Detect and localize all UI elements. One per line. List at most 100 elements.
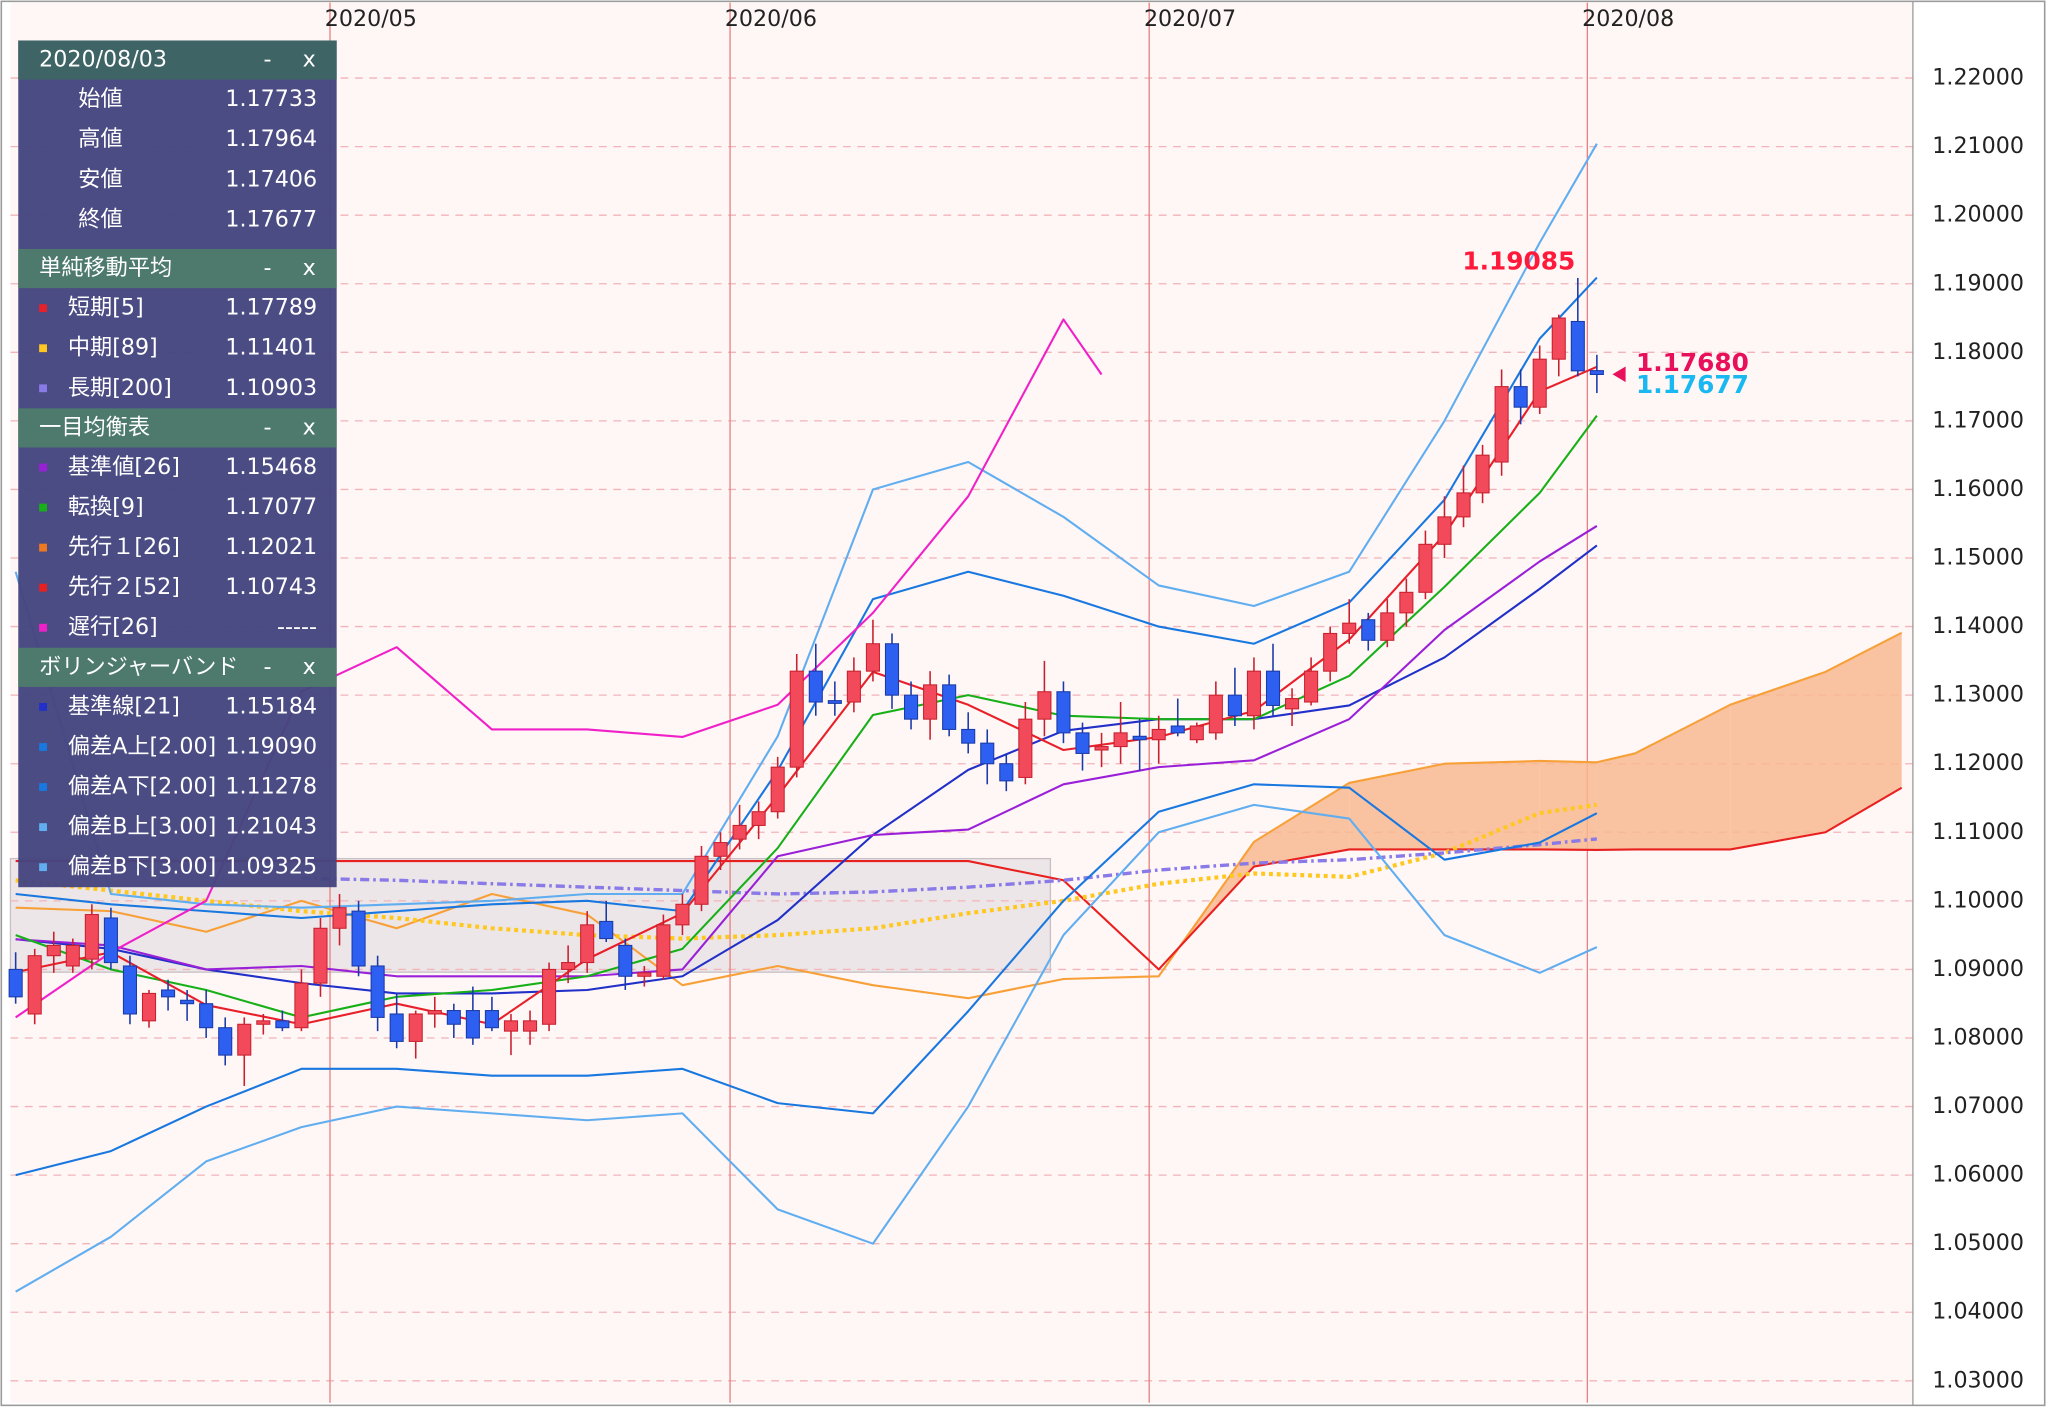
row-label: 偏差B上[3.00] bbox=[68, 814, 216, 840]
candle-body bbox=[789, 670, 804, 768]
candle-body bbox=[1399, 591, 1414, 614]
row-value: 1.17964 bbox=[225, 126, 317, 152]
candle-body bbox=[503, 1020, 519, 1032]
minimize-button[interactable]: - bbox=[263, 255, 271, 281]
candle-body bbox=[199, 1003, 214, 1029]
panel-background bbox=[18, 40, 337, 888]
row-label: 偏差A上[2.00] bbox=[68, 733, 216, 759]
candle-body bbox=[484, 1010, 499, 1029]
candle-body bbox=[618, 944, 633, 977]
candle-body bbox=[865, 643, 880, 672]
candle-body bbox=[1151, 728, 1166, 741]
x-tick-label: 2020/05 bbox=[325, 6, 417, 32]
indicator-line bbox=[14, 143, 1598, 909]
candle-body bbox=[256, 1020, 271, 1025]
indicator-line bbox=[15, 525, 1598, 978]
cloud-fill bbox=[1253, 782, 1350, 867]
row-value: 1.11401 bbox=[225, 335, 317, 361]
y-tick-label: 1.22000 bbox=[1932, 65, 2024, 91]
candle-body bbox=[446, 1010, 461, 1025]
y-tick-label: 1.12000 bbox=[1932, 750, 2024, 776]
candle-body bbox=[332, 907, 347, 929]
legend-swatch bbox=[39, 503, 47, 512]
candle-body bbox=[1037, 691, 1052, 720]
candle-body bbox=[465, 1010, 480, 1039]
candle-body bbox=[1189, 725, 1204, 741]
info-panel: 2020/08/03 - x 始値 1.17733 高値 1.17964 安値 1.17406 終… bbox=[18, 40, 337, 888]
y-tick-label: 1.16000 bbox=[1932, 476, 2024, 502]
y-tick-label: 1.06000 bbox=[1932, 1162, 2024, 1188]
close-button[interactable]: x bbox=[303, 255, 316, 281]
cloud-fill bbox=[1444, 760, 1540, 850]
legend-swatch bbox=[39, 304, 47, 313]
candle-body bbox=[599, 920, 614, 940]
indicator-line bbox=[15, 803, 1598, 1293]
row-value: 1.17789 bbox=[225, 295, 317, 321]
candle-body bbox=[522, 1020, 538, 1032]
close-button[interactable]: x bbox=[303, 414, 316, 440]
candle-body bbox=[1589, 370, 1604, 375]
row-value: 1.17406 bbox=[225, 166, 317, 192]
cloud-fill bbox=[1349, 763, 1445, 850]
legend-swatch bbox=[39, 543, 47, 552]
y-tick-label: 1.19000 bbox=[1932, 270, 2024, 296]
candle-body bbox=[542, 968, 557, 1025]
candle-body bbox=[961, 728, 976, 744]
y-tick-label: 1.04000 bbox=[1932, 1299, 2024, 1325]
legend-swatch bbox=[39, 823, 47, 832]
legend-swatch bbox=[39, 743, 47, 751]
minimize-button[interactable]: - bbox=[263, 654, 271, 680]
indicator-line bbox=[15, 802, 1598, 941]
row-label: 基準値[26] bbox=[68, 454, 180, 480]
row-value: 1.17677 bbox=[225, 206, 317, 232]
panel-title: 一目均衡表 bbox=[39, 414, 150, 440]
indicator-line bbox=[15, 544, 1598, 995]
row-value: 1.19090 bbox=[225, 733, 317, 759]
legend-swatch bbox=[39, 463, 47, 472]
candle-body bbox=[180, 999, 195, 1005]
row-value: ----- bbox=[277, 614, 317, 640]
candle-body bbox=[408, 1013, 423, 1042]
x-tick-label: 2020/06 bbox=[725, 6, 817, 32]
indicator-line bbox=[15, 318, 1103, 1019]
panel-title: 2020/08/03 bbox=[39, 47, 167, 73]
candle-body bbox=[1132, 735, 1147, 741]
row-value: 1.09325 bbox=[225, 854, 317, 880]
legend-swatch bbox=[39, 863, 47, 872]
panel-title: 単純移動平均 bbox=[39, 255, 172, 281]
candle-body bbox=[827, 700, 842, 704]
minimize-button[interactable]: - bbox=[263, 414, 271, 440]
candle-body bbox=[942, 684, 957, 730]
row-value: 1.10903 bbox=[225, 375, 317, 401]
candle-body bbox=[141, 992, 157, 1022]
candle-body bbox=[1304, 670, 1319, 703]
candle-body bbox=[161, 989, 176, 998]
indicator-line bbox=[15, 783, 1598, 1177]
candle-body bbox=[1056, 691, 1071, 734]
row-label: 転換[9] bbox=[68, 494, 144, 520]
candle-body bbox=[1323, 632, 1338, 672]
close-button[interactable]: x bbox=[303, 654, 316, 680]
candle-body bbox=[1170, 725, 1185, 734]
candle-body bbox=[1418, 543, 1433, 593]
legend-swatch bbox=[39, 344, 47, 353]
close-button[interactable]: x bbox=[303, 47, 316, 73]
x-tick-label: 2020/07 bbox=[1144, 6, 1236, 32]
candle-body bbox=[1361, 619, 1376, 641]
candle-body bbox=[656, 924, 671, 977]
minimize-button[interactable]: - bbox=[263, 47, 271, 73]
row-value: 1.12021 bbox=[225, 534, 317, 560]
candle-body bbox=[732, 824, 747, 840]
y-tick-label: 1.05000 bbox=[1932, 1230, 2024, 1256]
price-marker bbox=[1612, 366, 1626, 383]
row-label: 遅行[26] bbox=[68, 614, 158, 640]
row-label: 基準線[21] bbox=[68, 693, 180, 719]
candle-body bbox=[275, 1020, 290, 1029]
y-tick-label: 1.09000 bbox=[1932, 956, 2024, 982]
y-tick-label: 1.07000 bbox=[1932, 1093, 2024, 1119]
row-label: 安値 bbox=[78, 166, 122, 192]
candle-body bbox=[1208, 694, 1223, 734]
row-value: 1.15184 bbox=[225, 693, 317, 719]
candle-body bbox=[1532, 358, 1547, 408]
panel-header bbox=[18, 408, 337, 448]
